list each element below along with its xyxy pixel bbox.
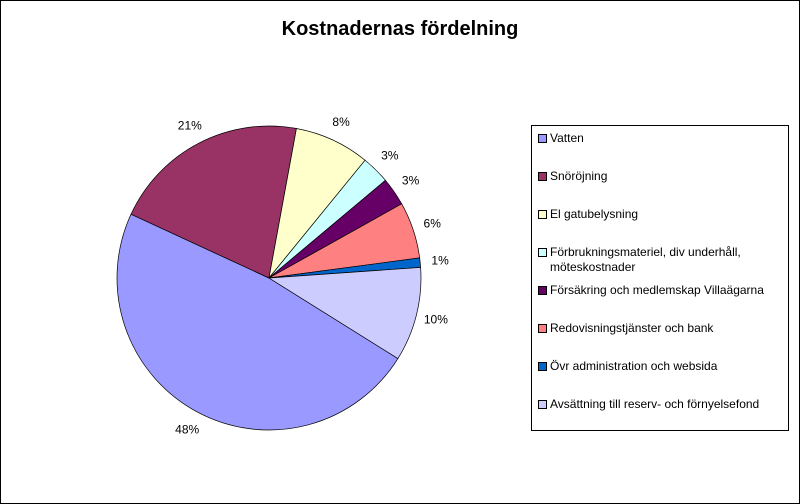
legend-swatch — [538, 248, 547, 257]
legend-label: Snöröjning — [550, 169, 608, 183]
pie-data-label-1: 48% — [175, 422, 199, 436]
pie-data-label-2: 21% — [178, 118, 202, 132]
legend-label: El gatubelysning — [550, 207, 639, 221]
legend-swatch — [538, 172, 547, 181]
legend-label: Övr administration och websida — [550, 359, 718, 373]
legend-label: Avsättning till reserv- och förnyelsefon… — [550, 397, 760, 411]
legend-swatch — [538, 210, 547, 219]
legend-swatch — [538, 362, 547, 371]
legend-swatch — [538, 286, 547, 295]
legend-label: Försäkring och medlemskap Villaägarna — [550, 283, 764, 297]
pie-slice-2 — [130, 125, 297, 279]
pie-data-label-8: 10% — [424, 313, 448, 327]
pie-data-label-6: 6% — [424, 217, 442, 231]
legend-swatch — [538, 134, 547, 143]
pie-slice-8 — [267, 267, 422, 360]
pie-data-label-4: 3% — [381, 149, 399, 163]
legend-label: Vatten — [550, 131, 584, 145]
pie-data-label-7: 1% — [431, 254, 449, 268]
pie-data-label-3: 8% — [332, 115, 350, 129]
legend-label: Redovisningstjänster och bank — [550, 321, 714, 335]
legend: Vatten Snöröjning El gatubelysning Förbrukn… — [531, 125, 789, 431]
legend-label: Förbrukningsmateriel, div underhåll, möt… — [550, 245, 741, 274]
chart-title: Kostnadernas fördelning — [281, 18, 519, 40]
pie-slice-1 — [116, 213, 399, 431]
legend-swatch — [538, 400, 547, 409]
pie-data-label-5: 3% — [402, 173, 420, 187]
legend-swatch — [538, 324, 547, 333]
